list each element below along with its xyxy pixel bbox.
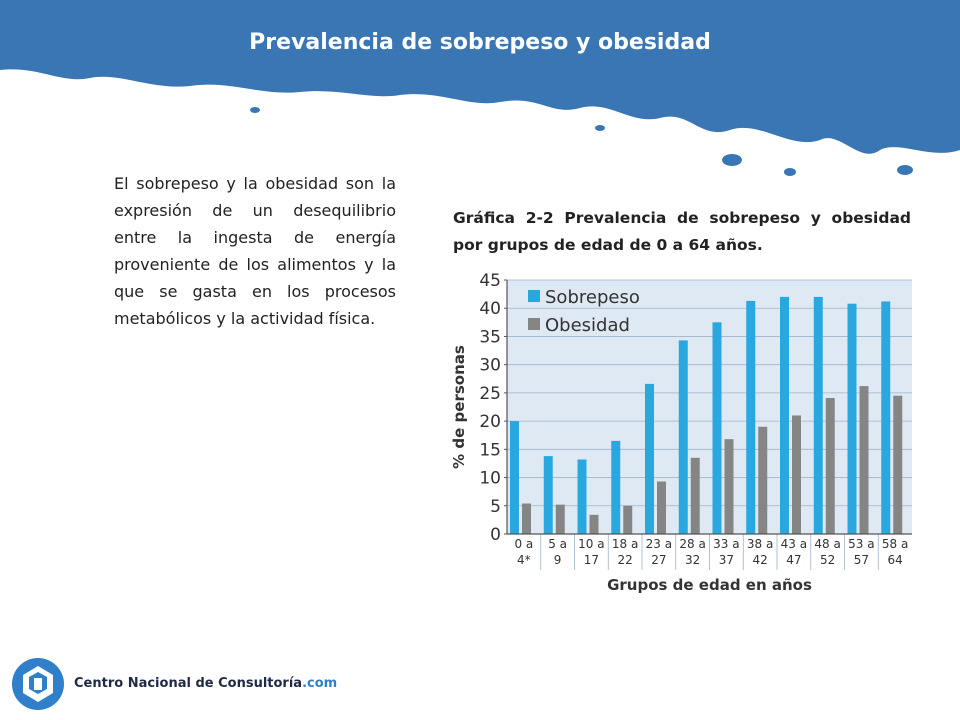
x-tick-label-4-1: 27: [651, 553, 666, 567]
x-tick-label-8-1: 47: [786, 553, 801, 567]
bar-obesidad-1: [555, 504, 565, 534]
x-tick-label-0-0: 0 a: [514, 537, 533, 551]
x-tick-label-2-1: 17: [584, 553, 599, 567]
y-tick-label-7: 35: [479, 327, 501, 347]
bar-chart: 0 5 10 15 20 25 30 35 40 45 0 a 4* 5 a 9 10 a 17 18 a 22 2…: [450, 271, 912, 594]
x-axis-title: Grupos de edad en años: [607, 576, 812, 594]
x-tick-label-2-0: 10 a: [578, 537, 604, 551]
x-tick-label-7-1: 42: [752, 553, 767, 567]
page-title: Prevalencia de sobrepeso y obesidad: [249, 30, 711, 55]
intro-paragraph: El sobrepeso y la obesidad son la expres…: [114, 174, 396, 328]
bar-obesidad-3: [623, 505, 633, 534]
x-tick-label-3-0: 18 a: [612, 537, 638, 551]
y-tick-label-8: 40: [479, 299, 501, 319]
bar-sobrepeso-10: [847, 303, 857, 534]
x-tick-label-11-0: 58 a: [882, 537, 908, 551]
legend-swatch-obesidad: [528, 318, 540, 330]
y-axis-title: % de personas: [450, 345, 468, 469]
bar-sobrepeso-4: [645, 383, 654, 534]
bar-obesidad-4: [657, 481, 666, 534]
x-tick-label-5-1: 32: [685, 553, 700, 567]
bar-sobrepeso-5: [678, 340, 688, 534]
y-tick-label-4: 20: [479, 412, 501, 432]
org-name-text: Centro Nacional de Consultoría: [74, 676, 303, 691]
legend-swatch-sobrepeso: [528, 290, 540, 302]
x-tick-label-6-0: 33 a: [713, 537, 739, 551]
bar-sobrepeso-6: [712, 322, 722, 534]
x-tick-label-5-0: 28 a: [679, 537, 705, 551]
x-tick-label-1-0: 5 a: [548, 537, 567, 551]
x-tick-label-7-0: 38 a: [747, 537, 773, 551]
bar-obesidad-7: [758, 426, 768, 534]
plot-area: [507, 280, 912, 534]
bar-obesidad-5: [690, 457, 700, 534]
y-tick-label-9: 45: [479, 271, 501, 291]
y-tick-label-1: 5: [490, 497, 501, 517]
x-tick-label-0-1: 4*: [517, 553, 531, 567]
x-tick-label-3-1: 22: [617, 553, 632, 567]
bar-sobrepeso-7: [746, 300, 756, 534]
bar-sobrepeso-3: [611, 440, 621, 534]
bar-sobrepeso-1: [543, 456, 553, 534]
org-logo-icon: [12, 658, 64, 710]
x-tick-label-10-1: 57: [854, 553, 869, 567]
y-tick-label-0: 0: [490, 525, 501, 545]
x-tick-label-11-1: 64: [887, 553, 902, 567]
x-tick-label-6-1: 37: [719, 553, 734, 567]
bar-obesidad-8: [792, 415, 801, 534]
x-tick-label-8-0: 43 a: [781, 537, 807, 551]
y-tick-label-3: 15: [479, 440, 501, 460]
legend-label-obesidad: Obesidad: [545, 315, 630, 336]
bar-obesidad-6: [724, 439, 734, 534]
y-tick-label-2: 10: [479, 469, 501, 489]
y-tick-label-6: 30: [479, 356, 501, 376]
chart-container: 0 5 10 15 20 25 30 35 40 45 0 a 4* 5 a 9 10 a 17 18 a 22 2…: [440, 268, 920, 603]
bar-sobrepeso-11: [881, 301, 891, 534]
x-tick-label-10-0: 53 a: [848, 537, 874, 551]
x-tick-label-4-0: 23 a: [646, 537, 672, 551]
legend-label-sobrepeso: Sobrepeso: [545, 287, 640, 308]
x-tick-label-9-1: 52: [820, 553, 835, 567]
bar-obesidad-9: [825, 397, 835, 534]
bar-sobrepeso-0: [510, 421, 519, 534]
x-tick-label-1-1: 9: [554, 553, 562, 567]
bar-obesidad-11: [893, 395, 903, 534]
footer: Centro Nacional de Consultoría.com: [10, 652, 410, 716]
figure-caption: Gráfica 2-2 Prevalencia de sobrepeso y o…: [453, 209, 911, 254]
bar-obesidad-0: [522, 503, 531, 534]
bar-obesidad-2: [589, 514, 599, 534]
bar-sobrepeso-8: [780, 296, 789, 534]
bar-sobrepeso-9: [813, 296, 823, 534]
bar-sobrepeso-2: [577, 459, 587, 534]
org-domain: .com: [302, 676, 338, 691]
header-banner: [0, 0, 960, 176]
y-tick-label-5: 25: [479, 384, 501, 404]
bar-obesidad-10: [859, 386, 869, 534]
org-name: Centro Nacional de Consultoría.com: [74, 676, 337, 691]
x-tick-label-9-0: 48 a: [814, 537, 840, 551]
